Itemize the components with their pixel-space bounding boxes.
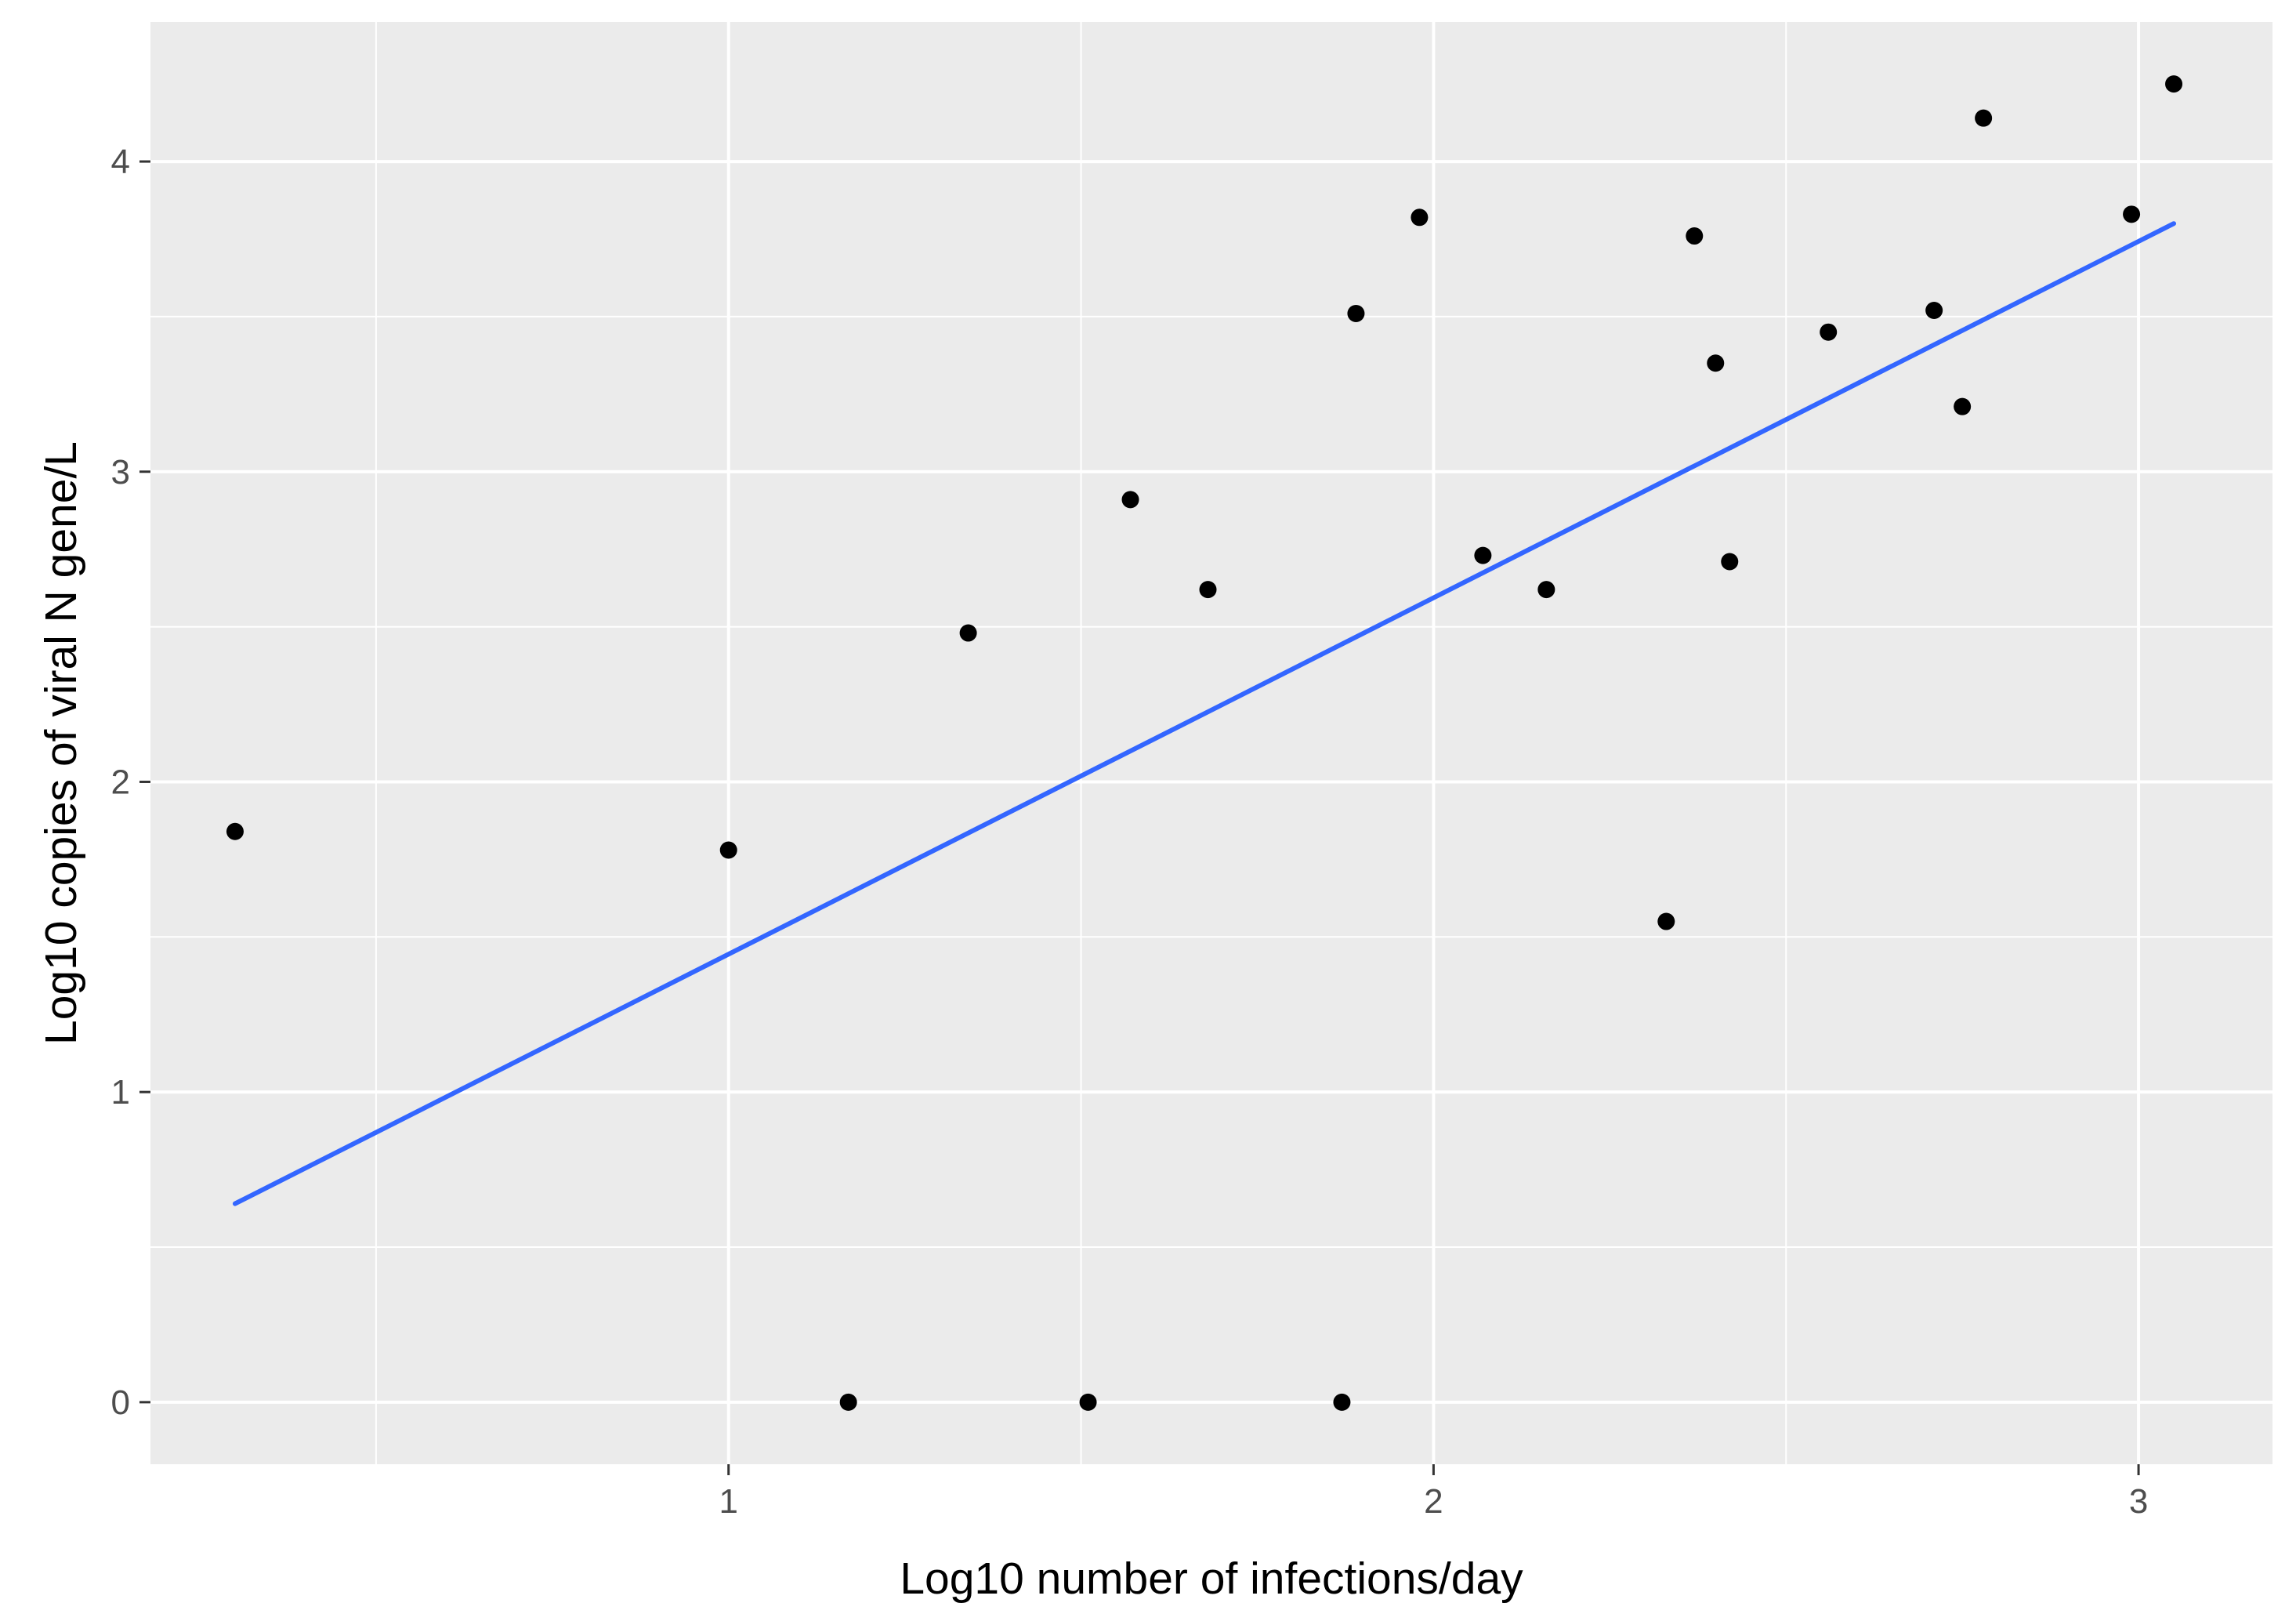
data-point <box>839 1393 857 1411</box>
data-point <box>1347 304 1365 322</box>
data-point <box>1657 912 1675 930</box>
data-point <box>1333 1393 1351 1411</box>
x-tick-label: 3 <box>2129 1482 2148 1521</box>
data-point <box>1820 323 1838 341</box>
x-tick-label: 1 <box>719 1482 737 1521</box>
y-tick-label: 2 <box>111 763 130 801</box>
y-tick-label: 1 <box>111 1073 130 1111</box>
data-point <box>959 624 977 642</box>
y-tick-label: 0 <box>111 1383 130 1422</box>
plot-panel <box>150 22 2272 1464</box>
data-point <box>1707 354 1725 372</box>
x-tick-labels: 1 2 3 <box>719 1482 2148 1521</box>
axis-ticks <box>139 160 2140 1475</box>
data-point <box>1411 209 1429 227</box>
minor-grid <box>150 22 2272 1464</box>
data-point <box>2165 75 2183 93</box>
data-point <box>226 822 244 840</box>
y-tick-labels: 0 1 2 3 4 <box>111 143 130 1422</box>
x-tick-label: 2 <box>1424 1482 1443 1521</box>
trend-layer <box>232 221 2177 1206</box>
data-point <box>2123 205 2141 223</box>
data-point <box>1975 109 1993 127</box>
data-point <box>1721 553 1739 571</box>
y-tick-label: 4 <box>111 143 130 181</box>
data-point <box>1954 397 1972 415</box>
data-point <box>1121 491 1139 509</box>
data-point <box>1537 581 1555 599</box>
y-tick-label: 3 <box>111 453 130 491</box>
data-point <box>719 841 737 859</box>
data-point <box>1199 581 1217 599</box>
x-axis-title: Log10 number of infections/day <box>900 1554 1523 1604</box>
data-point <box>1686 227 1704 245</box>
points-layer <box>226 75 2183 1411</box>
data-point <box>1925 302 1943 319</box>
y-axis-title: Log10 copies of viral N gene/L <box>36 441 86 1045</box>
data-point <box>1079 1393 1097 1411</box>
major-grid <box>150 22 2272 1464</box>
trend-line <box>232 221 2177 1206</box>
data-point <box>1474 546 1492 564</box>
